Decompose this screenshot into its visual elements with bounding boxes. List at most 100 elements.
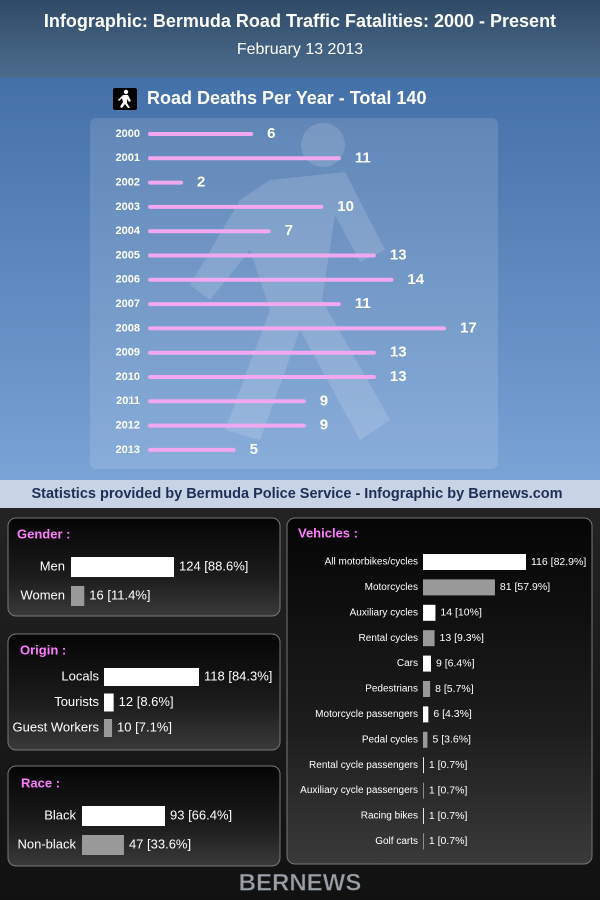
category-label: 2004 bbox=[116, 225, 141, 237]
bar bbox=[104, 719, 113, 737]
bar bbox=[148, 277, 394, 282]
value-label: 118 [84.3%] bbox=[204, 668, 272, 683]
category-label: Men bbox=[40, 558, 65, 573]
bar bbox=[148, 132, 254, 136]
bar bbox=[71, 586, 85, 606]
value-label: 6 bbox=[267, 125, 275, 142]
category-label: Racing bikes bbox=[361, 811, 418, 822]
category-label: 2002 bbox=[116, 177, 140, 189]
chart-title: Vehicles : bbox=[298, 525, 358, 540]
category-label: Black bbox=[44, 807, 76, 822]
value-label: 9 bbox=[320, 417, 328, 434]
walk-icon-figure bbox=[118, 89, 131, 108]
value-label: 47 [33.6%] bbox=[129, 836, 191, 851]
bar bbox=[82, 806, 165, 826]
chart-title: Race : bbox=[21, 775, 60, 790]
page-title: Infographic: Bermuda Road Traffic Fatali… bbox=[44, 11, 556, 31]
bar bbox=[423, 554, 526, 570]
category-label: 2001 bbox=[116, 152, 140, 164]
category-label: 2003 bbox=[116, 201, 140, 213]
chart-title: Road Deaths Per Year - Total 140 bbox=[147, 88, 426, 108]
bar bbox=[148, 156, 341, 161]
value-label: 7 bbox=[285, 222, 293, 239]
value-label: 5 bbox=[250, 441, 258, 458]
bar bbox=[148, 350, 376, 355]
bar bbox=[104, 693, 114, 712]
category-label: Tourists bbox=[54, 694, 99, 709]
bar bbox=[148, 375, 376, 379]
bar bbox=[148, 423, 306, 428]
value-label: 6 [4.3%] bbox=[433, 708, 472, 720]
category-label: All motorbikes/cycles bbox=[325, 557, 418, 568]
value-label: 1 [0.7%] bbox=[429, 835, 468, 847]
value-label: 11 bbox=[355, 149, 371, 166]
bar bbox=[423, 782, 424, 799]
value-label: 116 [82.9%] bbox=[531, 556, 586, 568]
category-label: 2013 bbox=[116, 444, 140, 456]
bar bbox=[148, 229, 271, 234]
bar bbox=[148, 447, 236, 452]
value-label: 1 [0.7%] bbox=[429, 784, 468, 796]
panel bbox=[7, 633, 281, 751]
category-label: Non-black bbox=[17, 836, 76, 851]
bar bbox=[104, 668, 199, 686]
category-label: Cars bbox=[397, 658, 418, 669]
value-label: 16 [11.4%] bbox=[89, 587, 150, 602]
value-label: 14 bbox=[407, 271, 424, 288]
value-label: 14 [10%] bbox=[440, 607, 482, 619]
value-label: 124 [88.6%] bbox=[179, 558, 248, 573]
value-label: 17 bbox=[460, 319, 477, 336]
bar bbox=[423, 579, 495, 596]
category-label: Motorcycle passengers bbox=[315, 709, 418, 720]
value-label: 8 [5.7%] bbox=[435, 683, 474, 695]
bar bbox=[148, 180, 184, 185]
value-label: 9 [6.4%] bbox=[436, 657, 475, 669]
category-label: Auxiliary cycles bbox=[350, 607, 418, 618]
bar bbox=[423, 681, 431, 697]
value-label: 12 [8.6%] bbox=[119, 694, 174, 709]
category-label: Auxiliary cycle passengers bbox=[300, 785, 418, 796]
category-label: 2005 bbox=[116, 249, 140, 261]
category-label: 2007 bbox=[116, 298, 140, 310]
category-label: Locals bbox=[61, 668, 99, 683]
category-label: Pedestrians bbox=[365, 684, 418, 695]
value-label: 13 bbox=[390, 344, 407, 361]
category-label: Motorcycles bbox=[365, 582, 418, 593]
bar bbox=[148, 302, 341, 307]
bar bbox=[148, 399, 306, 404]
category-label: 2006 bbox=[116, 274, 140, 286]
value-label: 1 [0.7%] bbox=[429, 759, 468, 771]
category-label: 2009 bbox=[116, 347, 140, 359]
value-label: 2 bbox=[197, 174, 205, 191]
value-label: 93 [66.4%] bbox=[170, 807, 232, 822]
chart-title: Origin : bbox=[20, 642, 66, 657]
bar bbox=[423, 808, 424, 824]
category-label: Women bbox=[20, 587, 65, 602]
value-label: 13 [9.3%] bbox=[440, 632, 484, 644]
category-label: Rental cycles bbox=[359, 633, 418, 644]
bar bbox=[148, 326, 446, 331]
value-label: 81 [57.9%] bbox=[500, 581, 550, 593]
bar bbox=[423, 833, 424, 850]
value-label: 10 bbox=[337, 198, 354, 215]
bar bbox=[423, 731, 428, 748]
panel bbox=[286, 517, 593, 865]
bar bbox=[71, 557, 174, 577]
bar bbox=[423, 630, 435, 647]
bar bbox=[148, 253, 376, 258]
category-label: Golf carts bbox=[375, 836, 418, 847]
credit: Statistics provided by Bermuda Police Se… bbox=[31, 486, 562, 502]
category-label: 2010 bbox=[116, 371, 140, 383]
bar bbox=[423, 655, 431, 672]
bar bbox=[423, 706, 429, 723]
category-label: Guest Workers bbox=[13, 719, 100, 734]
bar bbox=[423, 604, 436, 621]
page-date: February 13 2013 bbox=[237, 41, 363, 58]
value-label: 13 bbox=[390, 246, 407, 263]
category-label: Rental cycle passengers bbox=[309, 760, 418, 771]
chart-title: Gender : bbox=[17, 526, 70, 541]
footer-logo: BERNEWS bbox=[239, 869, 362, 896]
header bbox=[0, 0, 600, 78]
bar bbox=[82, 835, 124, 855]
